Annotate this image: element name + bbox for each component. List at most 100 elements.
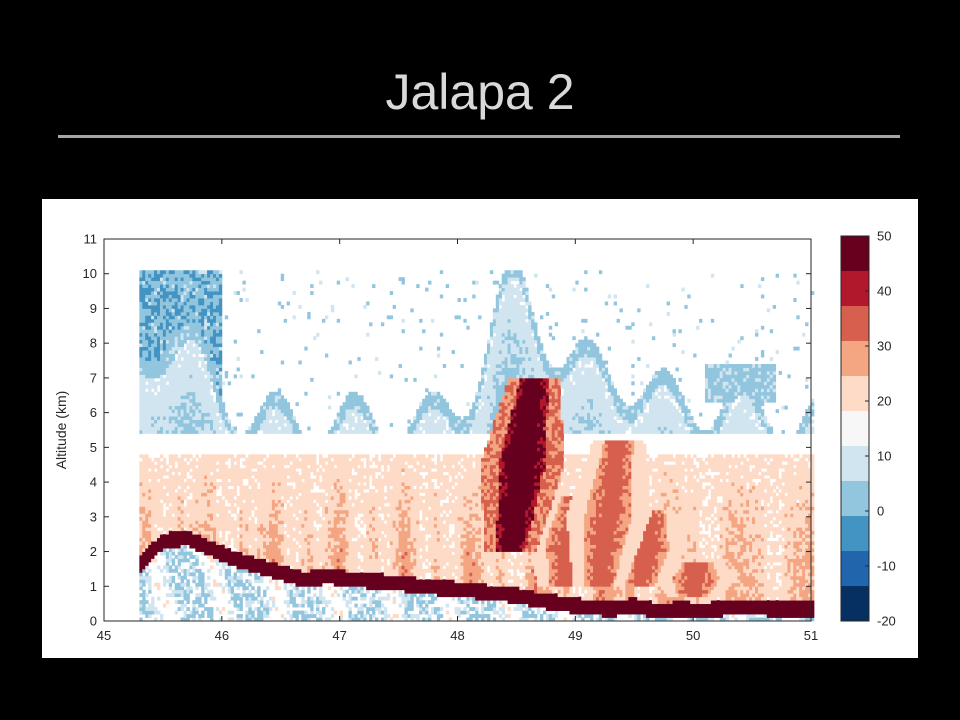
heatmap-cell	[301, 589, 305, 594]
heatmap-cell	[257, 523, 261, 528]
heatmap-cell	[180, 353, 184, 358]
heatmap-cell	[401, 482, 405, 486]
heatmap-cell	[210, 412, 214, 417]
heatmap-cell	[183, 339, 187, 344]
heatmap-cell	[201, 402, 205, 407]
heatmap-cell	[151, 402, 155, 407]
heatmap-cell	[210, 610, 214, 615]
heatmap-cell	[201, 516, 205, 521]
heatmap-cell	[168, 398, 173, 403]
heatmap-cell	[189, 384, 193, 389]
heatmap-cell	[215, 284, 220, 289]
heatmap-cell	[171, 273, 176, 278]
heatmap-cell	[221, 607, 226, 611]
heatmap-cell	[324, 565, 329, 570]
heatmap-cell	[189, 301, 193, 306]
heatmap-cell	[295, 589, 299, 594]
heatmap-cell	[180, 364, 184, 368]
heatmap-cell	[139, 304, 143, 309]
heatmap-cell	[369, 468, 373, 473]
heatmap-cell	[157, 273, 161, 278]
heatmap-cell	[295, 579, 299, 584]
heatmap-cell	[357, 430, 361, 434]
heatmap-cell	[215, 329, 220, 334]
heatmap-cell	[292, 551, 296, 556]
heatmap-cell	[168, 357, 173, 361]
heatmap-cell	[339, 506, 344, 511]
heatmap-cell	[218, 502, 223, 507]
heatmap-cell	[360, 617, 364, 622]
heatmap-cell	[218, 322, 223, 327]
heatmap-cell	[242, 586, 246, 591]
heatmap-cell	[159, 322, 164, 327]
heatmap-cell	[174, 419, 179, 424]
heatmap-cell	[204, 280, 208, 285]
heatmap-cell	[224, 523, 229, 528]
heatmap-cell	[207, 398, 211, 403]
heatmap-cell	[363, 516, 367, 521]
heatmap-cell	[177, 332, 181, 337]
heatmap-cell	[386, 499, 391, 504]
heatmap-cell	[201, 575, 205, 580]
heatmap-cell	[151, 555, 155, 559]
heatmap-cell	[254, 617, 258, 622]
heatmap-cell	[363, 575, 367, 580]
heatmap-cell	[280, 506, 285, 511]
heatmap-cell	[210, 520, 214, 525]
heatmap-cell	[142, 270, 146, 275]
heatmap-cell	[254, 544, 258, 549]
heatmap-cell	[292, 423, 296, 427]
heatmap-cell	[339, 405, 344, 410]
heatmap-cell	[242, 568, 246, 573]
heatmap-cell	[180, 311, 184, 316]
heatmap-cell	[151, 475, 155, 480]
heatmap-cell	[213, 384, 217, 389]
heatmap-cell	[207, 614, 211, 618]
heatmap-cell	[230, 575, 235, 580]
heatmap-cell	[345, 579, 349, 584]
heatmap-cell	[180, 304, 184, 309]
heatmap-cell	[139, 568, 143, 573]
heatmap-cell	[186, 416, 190, 420]
heatmap-cell	[168, 426, 173, 431]
heatmap-cell	[354, 603, 358, 608]
heatmap-cell	[177, 582, 181, 587]
heatmap-cell	[186, 343, 190, 348]
heatmap-cell	[162, 412, 167, 417]
heatmap-cell	[263, 610, 267, 615]
heatmap-cell	[148, 541, 152, 545]
heatmap-cell	[257, 513, 261, 518]
heatmap-cell	[369, 523, 373, 528]
heatmap-cell	[145, 270, 149, 275]
heatmap-cell	[159, 384, 164, 389]
heatmap-cell	[198, 582, 202, 587]
heatmap-cell	[165, 318, 170, 323]
heatmap-cell	[342, 561, 346, 566]
heatmap-cell	[165, 388, 170, 393]
heatmap-cell	[307, 461, 311, 466]
heatmap-cell	[321, 575, 326, 580]
heatmap-cell	[142, 461, 146, 466]
heatmap-cell	[154, 360, 158, 365]
heatmap-cell	[292, 492, 296, 497]
heatmap-cell	[366, 495, 370, 500]
heatmap-cell	[395, 482, 399, 486]
heatmap-cell	[192, 572, 196, 577]
heatmap-cell	[260, 614, 264, 618]
heatmap-cell	[198, 523, 202, 528]
heatmap-cell	[148, 534, 152, 539]
heatmap-cell	[165, 485, 170, 490]
heatmap-cell	[295, 430, 299, 434]
heatmap-cell	[380, 561, 385, 566]
heatmap-cell	[277, 568, 282, 573]
heatmap-cell	[295, 572, 299, 577]
heatmap-cell	[221, 423, 226, 427]
heatmap-cell	[236, 593, 240, 598]
heatmap-cell	[180, 339, 184, 344]
heatmap-cell	[351, 582, 355, 587]
heatmap-cell	[215, 405, 220, 410]
heatmap-cell	[319, 617, 323, 622]
heatmap-cell	[351, 419, 355, 424]
heatmap-cell	[162, 277, 167, 282]
heatmap-cell	[345, 603, 349, 608]
